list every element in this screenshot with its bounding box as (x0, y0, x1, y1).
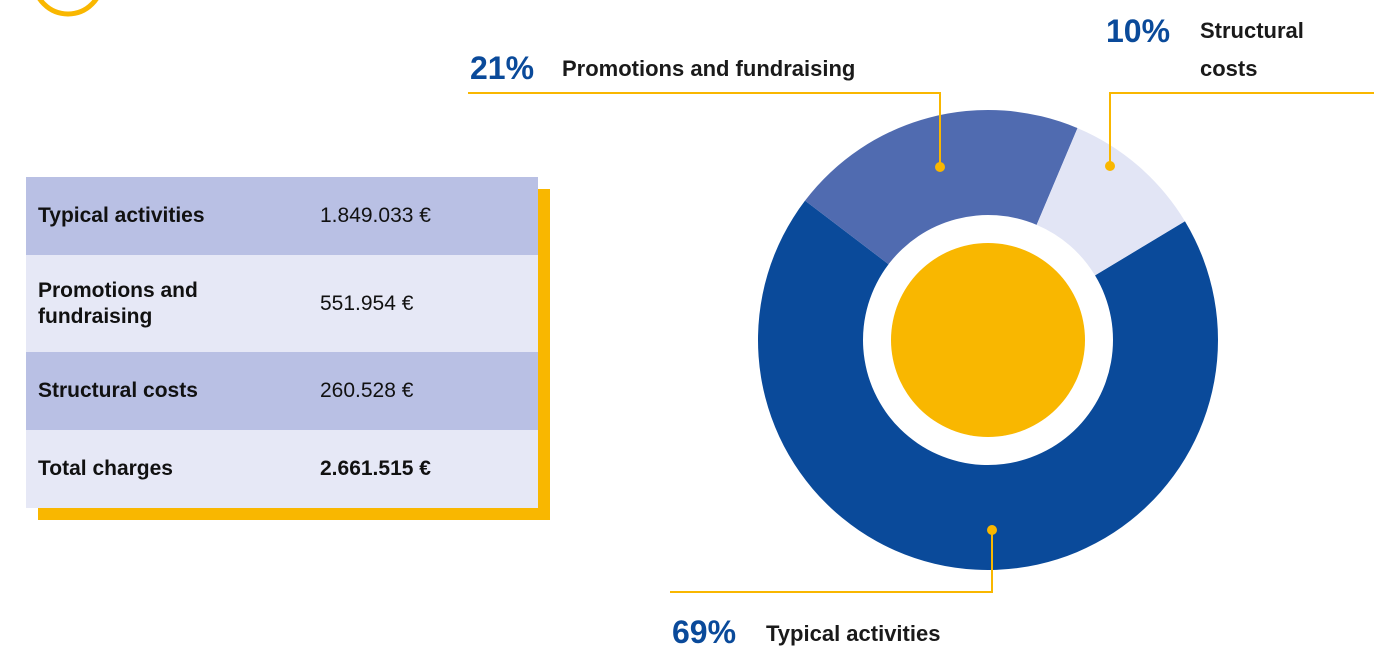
slice-label: Typical activities (766, 621, 941, 646)
donut-slice (1036, 128, 1185, 276)
row-value: 260.528 € (320, 379, 414, 402)
row-value: 551.954 € (320, 291, 414, 315)
row-label: Typical activities (38, 204, 205, 227)
slice-percent: 10% (1106, 13, 1171, 49)
table-row: Structural costs 260.528 € (26, 352, 538, 430)
row-label: Structural costs (38, 379, 198, 402)
leader-dot (987, 525, 997, 535)
table-row: Total charges 2.661.515 € (26, 430, 538, 508)
table: Typical activities 1.849.033 € Promotions … (26, 177, 538, 508)
table-row: Promotions and fundraising 551.954 € (26, 255, 538, 352)
slice-label: Promotions and fundraising (562, 56, 856, 81)
row-label: Promotions and fundraising (38, 278, 198, 328)
row-value: 1.849.033 € (320, 204, 431, 227)
leader-dot (1105, 161, 1115, 171)
table-row: Typical activities 1.849.033 € (26, 177, 538, 255)
leader-dot (935, 162, 945, 172)
donut-slice (757, 200, 1218, 570)
center-disc (891, 243, 1085, 437)
row-value: 2.661.515 € (320, 457, 431, 480)
slice-label: Structural costs (1200, 18, 1304, 81)
row-label: Total charges (38, 457, 173, 480)
header-icon (37, 0, 99, 17)
slice-percent: 69% (672, 614, 737, 650)
slice-percent: 21% (470, 50, 535, 86)
leader-line (468, 92, 941, 167)
donut-slice (805, 109, 1078, 265)
leader-line (1109, 92, 1374, 166)
leader-line (670, 530, 993, 593)
